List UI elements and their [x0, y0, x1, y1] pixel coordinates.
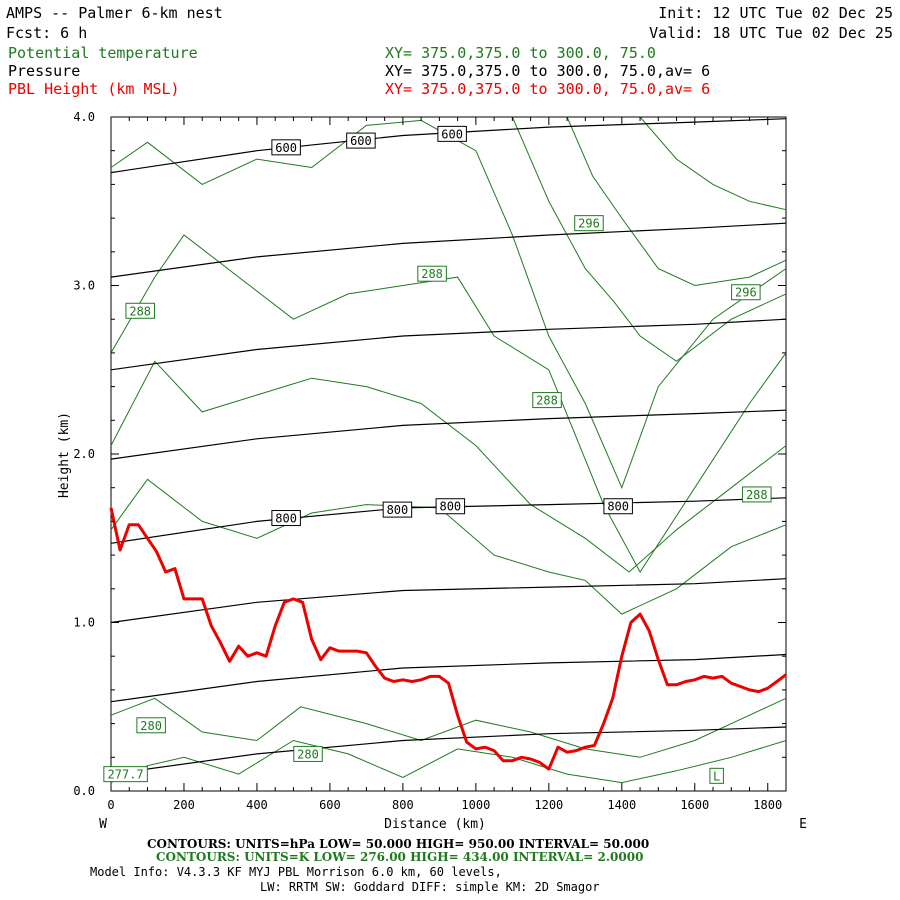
valid-time: Valid: 18 UTC Tue 02 Dec 25 [649, 24, 893, 42]
theta-label: 288 [421, 267, 443, 281]
forecast-hour: Fcst: 6 h [6, 24, 87, 42]
pressure-label-box [271, 139, 301, 156]
legend-pbl-label: PBL Height (km MSL) [8, 80, 180, 98]
axes: 0 200 400 600 800 1000 1200 1400 1600 1800 0.0 1.0 2… [73, 110, 786, 812]
x-tick-label: 1200 [534, 798, 563, 812]
footer-pressure-contours: CONTOURS: UNITS=hPa LOW= 50.000 HIGH= 95… [147, 837, 649, 851]
theta-contour-4 [110, 234, 787, 573]
legend-pbl-xy: XY= 375.0,375.0 to 300.0, 75.0,av= 6 [385, 80, 710, 98]
pressure-contour-5 [110, 578, 787, 624]
pressure-label-box [603, 498, 633, 515]
pressure-label: 600 [350, 134, 372, 148]
theta-label-box [709, 767, 724, 784]
plot-frame [110, 116, 787, 792]
chart-title: AMPS -- Palmer 6-km nest [6, 4, 223, 22]
pbl-height-line [109, 507, 787, 771]
pressure-label-box [271, 510, 301, 527]
pressure-contour-1 [110, 222, 787, 278]
theta-label-box [574, 215, 604, 232]
pressure-contour-0 [110, 118, 787, 174]
theta-label: 277.7 [108, 768, 144, 782]
x-tick-label: 0 [107, 798, 114, 812]
theta-contour-3 [110, 360, 787, 573]
theta-label-box [417, 265, 447, 282]
theta-contour-5 [110, 119, 787, 490]
pressure-label: 600 [441, 127, 463, 141]
x-tick-label: 200 [173, 798, 195, 812]
east-label: E [799, 817, 807, 832]
pressure-contour-3 [110, 409, 787, 460]
theta-contour-8 [639, 116, 787, 211]
init-time: Init: 12 UTC Tue 02 Dec 25 [658, 4, 893, 22]
x-tick-label: 1000 [461, 798, 490, 812]
pressure-label-box [435, 498, 466, 515]
theta-label: 288 [746, 488, 768, 502]
x-tick-label: 1400 [607, 798, 636, 812]
y-tick-label: 3.0 [73, 279, 95, 293]
theta-label: 280 [140, 719, 162, 733]
x-axis-label: Distance (km) [384, 817, 486, 832]
pbl-height-series [109, 507, 787, 771]
theta-contour-0 [110, 739, 787, 784]
x-tick-label: 400 [246, 798, 268, 812]
y-tick-label: 2.0 [73, 447, 95, 461]
pressure-contour-4 [110, 497, 787, 544]
pressure-label: 800 [607, 500, 629, 514]
x-tick-label: 600 [319, 798, 341, 812]
legend-theta-xy: XY= 375.0,375.0 to 300.0, 75.0 [385, 44, 656, 62]
theta-label: 296 [578, 217, 600, 231]
theta-contour-2 [110, 478, 787, 615]
pressure-contour-2 [110, 318, 787, 371]
theta-label: 280 [297, 747, 319, 761]
x-tick-label: 1800 [753, 798, 782, 812]
legend-pressure-xy: XY= 375.0,375.0 to 300.0, 75.0,av= 6 [385, 62, 710, 80]
pressure-label-box [382, 501, 413, 518]
footer-model-info: Model Info: V4.3.3 KF MYJ PBL Morrison 6… [90, 865, 502, 879]
contour-labels: 600 600 600 800 800 800 800 288 288 288 288 296 296 2… [103, 125, 772, 784]
west-label: W [99, 817, 107, 832]
theta-label-box [136, 717, 166, 734]
legend-theta-label: Potential temperature [8, 44, 198, 62]
theta-label-box [532, 392, 562, 409]
x-tick-label: 1600 [680, 798, 709, 812]
y-axis-label: Height (km) [57, 412, 72, 498]
theta-contour-1 [110, 697, 787, 758]
pressure-label: 800 [439, 500, 461, 514]
y-tick-label: 4.0 [73, 110, 95, 124]
theta-contour-7 [566, 116, 787, 287]
pressure-contours [110, 118, 787, 775]
theta-label-box [742, 486, 772, 503]
pressure-label: 800 [275, 512, 297, 526]
theta-label: 296 [735, 286, 757, 300]
pressure-label-box [437, 125, 467, 142]
pressure-label: 800 [387, 503, 409, 517]
pressure-label: 600 [275, 141, 297, 155]
pressure-contour-7 [110, 726, 787, 775]
y-tick-label: 1.0 [73, 616, 95, 630]
theta-label-box [103, 766, 148, 783]
theta-label: L [713, 769, 720, 783]
theta-contour-6 [511, 116, 787, 362]
footer-model-info-2: LW: RRTM SW: Goddard DIFF: simple KM: 2D… [260, 880, 600, 894]
footer-theta-contours: CONTOURS: UNITS=K LOW= 276.00 HIGH= 434.… [156, 850, 643, 864]
y-tick-label: 0.0 [73, 784, 95, 798]
theta-label: 288 [129, 304, 151, 318]
theta-label-box [293, 745, 323, 762]
theta-contours [110, 116, 787, 784]
pressure-contour-6 [110, 653, 787, 703]
theta-label-box [125, 302, 155, 319]
x-tick-label: 800 [392, 798, 414, 812]
theta-label-box [731, 284, 761, 301]
pressure-label-box [346, 132, 376, 149]
legend-pressure-label: Pressure [8, 62, 80, 80]
theta-label: 288 [536, 394, 558, 408]
